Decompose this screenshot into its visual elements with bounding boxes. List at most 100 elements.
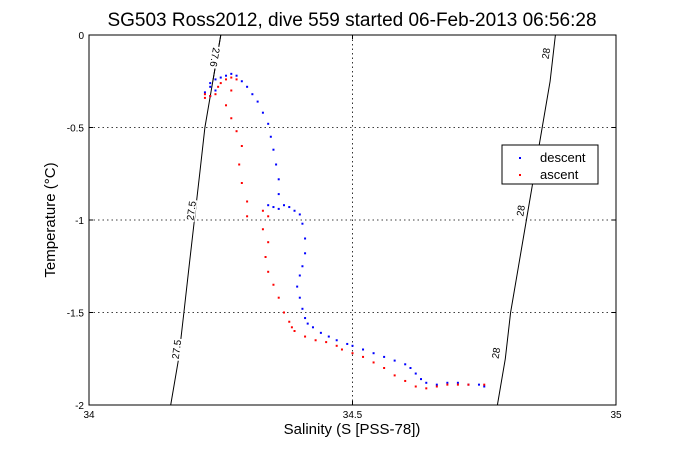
ascent-point — [290, 326, 293, 329]
ascent-point — [282, 311, 285, 314]
descent-point — [446, 381, 449, 384]
series-descent — [203, 72, 486, 388]
descent-point — [269, 135, 272, 138]
descent-point — [203, 91, 206, 94]
descent-point — [477, 383, 480, 386]
ascent-point — [235, 130, 238, 133]
ascent-point — [372, 361, 375, 364]
contour-label-bg — [186, 199, 198, 223]
contour-label: 28 — [515, 204, 528, 217]
descent-point — [306, 322, 309, 325]
ascent-point — [267, 241, 270, 244]
ascent-point — [304, 335, 307, 338]
ascent-point — [238, 163, 241, 166]
ascent-point — [230, 117, 233, 120]
y-tick-label: -0.5 — [67, 124, 85, 135]
ascent-point — [435, 385, 438, 388]
descent-point — [372, 352, 375, 355]
y-tick-label: -1 — [75, 216, 84, 227]
descent-point — [301, 265, 304, 268]
ascent-point — [335, 344, 338, 347]
ascent-point — [277, 296, 280, 299]
descent-point — [304, 237, 307, 240]
descent-point — [298, 213, 301, 216]
legend-marker-descent — [519, 157, 521, 159]
descent-point — [251, 93, 254, 96]
descent-point — [214, 78, 217, 81]
descent-point — [435, 383, 438, 386]
ascent-point — [467, 383, 470, 386]
descent-point — [301, 222, 304, 225]
descent-point — [327, 335, 330, 338]
density-contour-line — [496, 34, 556, 406]
descent-point — [277, 193, 280, 196]
descent-point — [277, 207, 280, 210]
descent-point — [351, 344, 354, 347]
ascent-point — [351, 352, 354, 355]
contour-label: 27.5 — [186, 200, 200, 221]
descent-point — [319, 331, 322, 334]
contour-label-bg — [515, 199, 527, 223]
descent-point — [209, 82, 212, 85]
density-contours: 27.5 27.5 27.6 28 28 28 — [170, 34, 556, 406]
descent-point — [277, 178, 280, 181]
descent-point — [311, 326, 314, 329]
descent-point — [275, 163, 278, 166]
descent-point — [293, 209, 296, 212]
ascent-point — [261, 228, 264, 231]
ascent-point — [230, 89, 233, 92]
contour-label-bg — [490, 341, 503, 365]
ascent-point — [246, 215, 249, 218]
descent-point — [301, 307, 304, 310]
descent-point — [230, 72, 233, 75]
ascent-point — [267, 215, 270, 218]
x-tick-label: 35 — [610, 410, 622, 421]
legend-label-descent: descent — [540, 150, 586, 165]
ascent-point — [325, 341, 328, 344]
grid — [89, 35, 616, 405]
descent-point — [346, 342, 349, 345]
ascent-point — [314, 339, 317, 342]
descent-point — [246, 85, 249, 88]
descent-point — [298, 296, 301, 299]
ascent-point — [425, 387, 428, 390]
y-tick-label: -2 — [75, 401, 84, 412]
contour-label: 28 — [491, 346, 504, 359]
chart-title: SG503 Ross2012, dive 559 started 06-Feb-… — [107, 10, 596, 31]
descent-point — [483, 385, 486, 388]
descent-point — [235, 74, 238, 77]
ascent-point — [230, 76, 233, 79]
ascent-point — [340, 348, 343, 351]
descent-point — [282, 204, 285, 207]
descent-point — [240, 80, 243, 83]
descent-point — [288, 206, 291, 209]
descent-point — [425, 381, 428, 384]
ascent-point — [456, 383, 459, 386]
ascent-point — [293, 330, 296, 332]
contour-label-bg — [540, 42, 553, 65]
ascent-point — [264, 256, 267, 258]
ascent-point — [225, 78, 228, 81]
descent-point — [362, 348, 365, 351]
contour-label: 28 — [541, 47, 554, 60]
ascent-point — [203, 93, 206, 96]
x-tick-label: 34.5 — [343, 410, 363, 421]
descent-point — [225, 74, 228, 77]
ascent-point — [288, 320, 291, 323]
contour-label-bg — [171, 338, 183, 361]
descent-point — [383, 355, 386, 358]
ascent-point — [362, 355, 365, 358]
y-axis-ticks: 0 -0.5 -1 -1.5 -2 — [67, 31, 616, 412]
descent-point — [214, 89, 217, 92]
descent-point — [219, 76, 222, 79]
ascent-point — [404, 379, 407, 382]
y-tick-label: 0 — [78, 31, 84, 42]
legend-marker-ascent — [519, 174, 521, 176]
legend-box — [501, 144, 599, 185]
descent-point — [335, 339, 338, 342]
descent-point — [209, 85, 212, 88]
ascent-point — [240, 145, 243, 147]
series-ascent — [203, 76, 486, 390]
descent-point — [393, 359, 396, 362]
